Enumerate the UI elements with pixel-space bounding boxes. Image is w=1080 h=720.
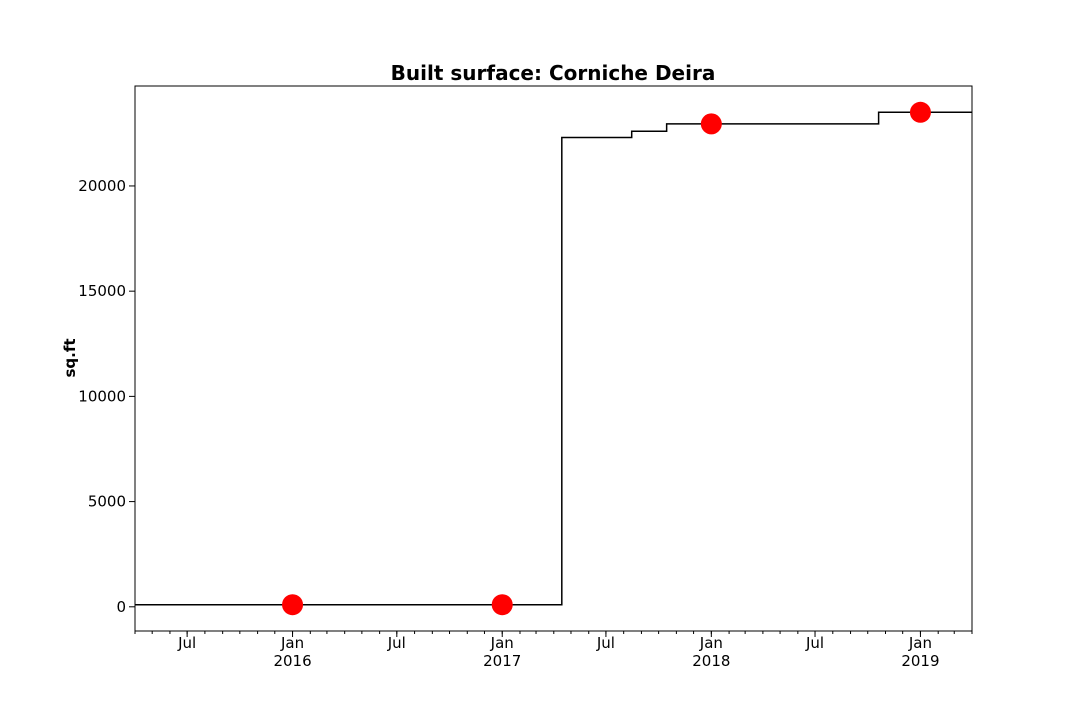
x-tick-label: Jul	[387, 634, 406, 652]
x-tick-year-label: 2019	[901, 652, 939, 670]
y-tick-label: 15000	[78, 282, 126, 300]
step-line	[135, 111, 972, 606]
y-tick-label: 10000	[78, 387, 126, 405]
x-tick-label: Jul	[596, 634, 615, 652]
x-tick-label: Jul	[805, 634, 824, 652]
x-tick-label: Jan	[490, 634, 514, 652]
chart-title: Built surface: Corniche Deira	[391, 61, 716, 85]
y-axis-label: sq.ft	[61, 338, 79, 377]
x-tick-year-label: 2017	[483, 652, 521, 670]
x-tick-label: Jan	[280, 634, 304, 652]
x-tick-year-label: 2016	[273, 652, 311, 670]
x-tick-label: Jul	[177, 634, 196, 652]
y-tick-label: 20000	[78, 177, 126, 195]
y-tick-label: 0	[116, 598, 126, 616]
data-point-marker	[491, 594, 513, 616]
x-tick-label: Jan	[908, 634, 932, 652]
plot-frame	[134, 85, 973, 632]
x-tick-label: Jan	[699, 634, 723, 652]
data-point-marker	[282, 594, 304, 616]
y-tick-label: 5000	[88, 493, 126, 511]
data-point-marker	[700, 113, 722, 135]
x-tick-year-label: 2018	[692, 652, 730, 670]
data-point-marker	[909, 101, 931, 123]
